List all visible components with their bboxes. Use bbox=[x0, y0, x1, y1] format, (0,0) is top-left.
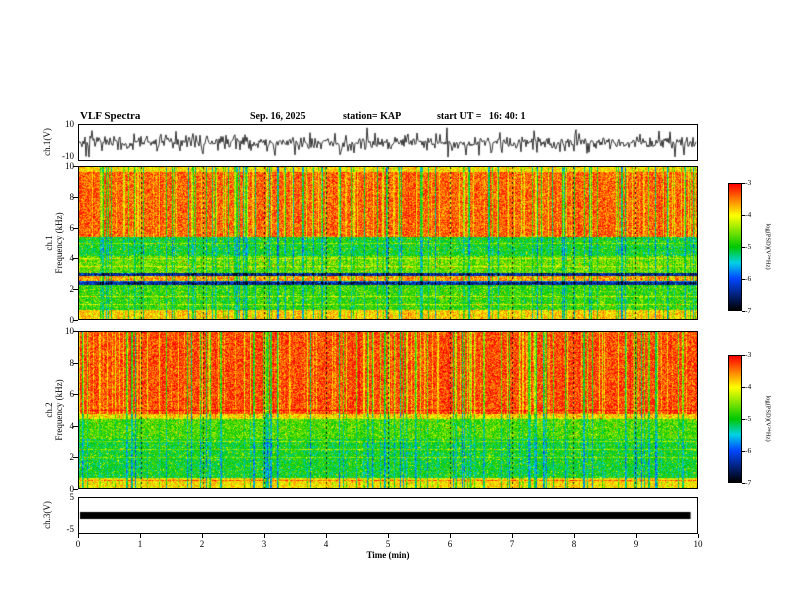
ch3-waveform-canvas bbox=[79, 498, 697, 533]
ch3-wave-ymin-tick: -5 bbox=[66, 524, 75, 534]
colorbar-tick-mark bbox=[742, 483, 745, 484]
freq-tick-label: 8 bbox=[69, 357, 75, 368]
x-tick-label: 2 bbox=[199, 539, 205, 549]
colorbar-tick-mark bbox=[742, 215, 745, 216]
ch3-wave-ymax-tick: 5 bbox=[69, 492, 75, 502]
freq-tick-mark bbox=[73, 331, 78, 332]
ch1-spec-ylabel: ch.1 Frequency (kHz) bbox=[44, 198, 64, 288]
colorbar-tick-mark bbox=[742, 183, 745, 184]
x-tick-label: 5 bbox=[385, 539, 391, 549]
colorbar-tick-mark bbox=[742, 355, 745, 356]
ch1-colorbar bbox=[728, 183, 742, 311]
ch1-wave-ymin-tick: -10 bbox=[62, 151, 74, 161]
x-tick-label: 10 bbox=[693, 539, 703, 549]
freq-tick-label: 0 bbox=[69, 484, 75, 494]
x-tick-mark bbox=[574, 534, 575, 538]
freq-tick-label: 0 bbox=[69, 315, 75, 325]
colorbar-tick-label: -6 bbox=[745, 446, 752, 455]
freq-tick-mark bbox=[73, 425, 78, 427]
ch3-wave-ylabel: ch.3(V) bbox=[42, 501, 52, 529]
ch1-waveform-canvas bbox=[79, 125, 697, 160]
freq-tick-label: 6 bbox=[69, 222, 75, 233]
x-tick-label: 7 bbox=[509, 539, 515, 549]
ch1-colorbar-label: log(PSD)(V²*Hz) bbox=[764, 223, 772, 270]
colorbar-tick-mark bbox=[742, 311, 745, 312]
ch1-spectrogram-canvas bbox=[79, 167, 697, 319]
x-tick-mark bbox=[388, 534, 389, 538]
freq-tick-label: 10 bbox=[65, 326, 74, 336]
header-start-ut: start UT = 16: 40: 1 bbox=[437, 111, 526, 122]
colorbar-tick-label: -4 bbox=[745, 382, 752, 391]
ch1-wave-ylabel: ch.1(V) bbox=[42, 128, 52, 156]
x-tick-label: 9 bbox=[633, 539, 639, 549]
header-station: station= KAP bbox=[343, 111, 402, 122]
freq-tick-mark bbox=[73, 227, 78, 229]
ch1-spec-ylabel-line1: ch.1 bbox=[44, 235, 54, 251]
freq-tick-label: 2 bbox=[69, 452, 75, 463]
colorbar-tick-label: -5 bbox=[745, 414, 752, 423]
colorbar-tick-label: -7 bbox=[745, 478, 752, 487]
colorbar-tick-label: -4 bbox=[745, 210, 752, 219]
colorbar-tick-label: -3 bbox=[745, 178, 752, 187]
x-tick-mark bbox=[140, 534, 141, 538]
ch1-waveform-panel bbox=[78, 124, 698, 161]
time-axis-label: Time (min) bbox=[366, 550, 410, 560]
x-tick-mark bbox=[636, 534, 637, 538]
x-tick-mark bbox=[78, 534, 79, 538]
freq-tick-mark bbox=[73, 196, 78, 198]
freq-tick-mark bbox=[73, 489, 78, 490]
ch2-spec-ylabel: ch.2 Frequency (kHz) bbox=[44, 365, 64, 455]
freq-tick-label: 10 bbox=[65, 161, 74, 171]
ch2-colorbar bbox=[728, 355, 742, 483]
colorbar-tick-mark bbox=[742, 451, 745, 452]
colorbar-tick-label: -3 bbox=[745, 350, 752, 359]
freq-tick-mark bbox=[73, 289, 78, 291]
x-tick-label: 4 bbox=[323, 539, 329, 549]
freq-tick-label: 4 bbox=[69, 253, 75, 264]
x-tick-label: 1 bbox=[137, 539, 143, 549]
x-tick-mark bbox=[202, 534, 203, 538]
freq-tick-mark bbox=[73, 394, 78, 396]
x-tick-mark bbox=[698, 534, 699, 538]
colorbar-tick-mark bbox=[742, 387, 745, 388]
x-tick-mark bbox=[512, 534, 513, 538]
x-tick-mark bbox=[264, 534, 265, 538]
colorbar-tick-label: -5 bbox=[745, 242, 752, 251]
ch2-spectrogram-canvas bbox=[79, 332, 697, 488]
colorbar-tick-mark bbox=[742, 247, 745, 248]
header-date: Sep. 16, 2025 bbox=[250, 111, 306, 122]
ch2-spectrogram-panel bbox=[78, 331, 698, 489]
colorbar-tick-label: -7 bbox=[745, 306, 752, 315]
freq-tick-label: 2 bbox=[69, 284, 75, 295]
page-title: VLF Spectra bbox=[80, 110, 141, 122]
ch2-spec-ylabel-line1: ch.2 bbox=[44, 402, 54, 418]
colorbar-tick-label: -6 bbox=[745, 274, 752, 283]
ch2-colorbar-label: log(PSD)(V²*Hz) bbox=[764, 395, 772, 442]
freq-tick-label: 4 bbox=[69, 420, 75, 431]
freq-tick-label: 6 bbox=[69, 389, 75, 400]
x-tick-mark bbox=[450, 534, 451, 538]
ch3-waveform-panel bbox=[78, 497, 698, 534]
x-tick-label: 6 bbox=[447, 539, 453, 549]
ch2-spec-ylabel-line2: Frequency (kHz) bbox=[54, 379, 64, 441]
x-tick-label: 0 bbox=[75, 539, 81, 549]
ch1-wave-ymax-tick: 10 bbox=[65, 119, 74, 129]
x-tick-mark bbox=[326, 534, 327, 538]
x-tick-label: 8 bbox=[571, 539, 577, 549]
x-tick-label: 3 bbox=[261, 539, 267, 549]
ch1-spectrogram-panel bbox=[78, 166, 698, 320]
freq-tick-mark bbox=[73, 362, 78, 364]
ch1-spec-ylabel-line2: Frequency (kHz) bbox=[54, 212, 64, 274]
freq-tick-mark bbox=[73, 320, 78, 321]
freq-tick-mark bbox=[73, 166, 78, 167]
freq-tick-label: 8 bbox=[69, 191, 75, 202]
colorbar-tick-mark bbox=[742, 279, 745, 280]
colorbar-tick-mark bbox=[742, 419, 745, 420]
freq-tick-mark bbox=[73, 258, 78, 260]
freq-tick-mark bbox=[73, 457, 78, 459]
